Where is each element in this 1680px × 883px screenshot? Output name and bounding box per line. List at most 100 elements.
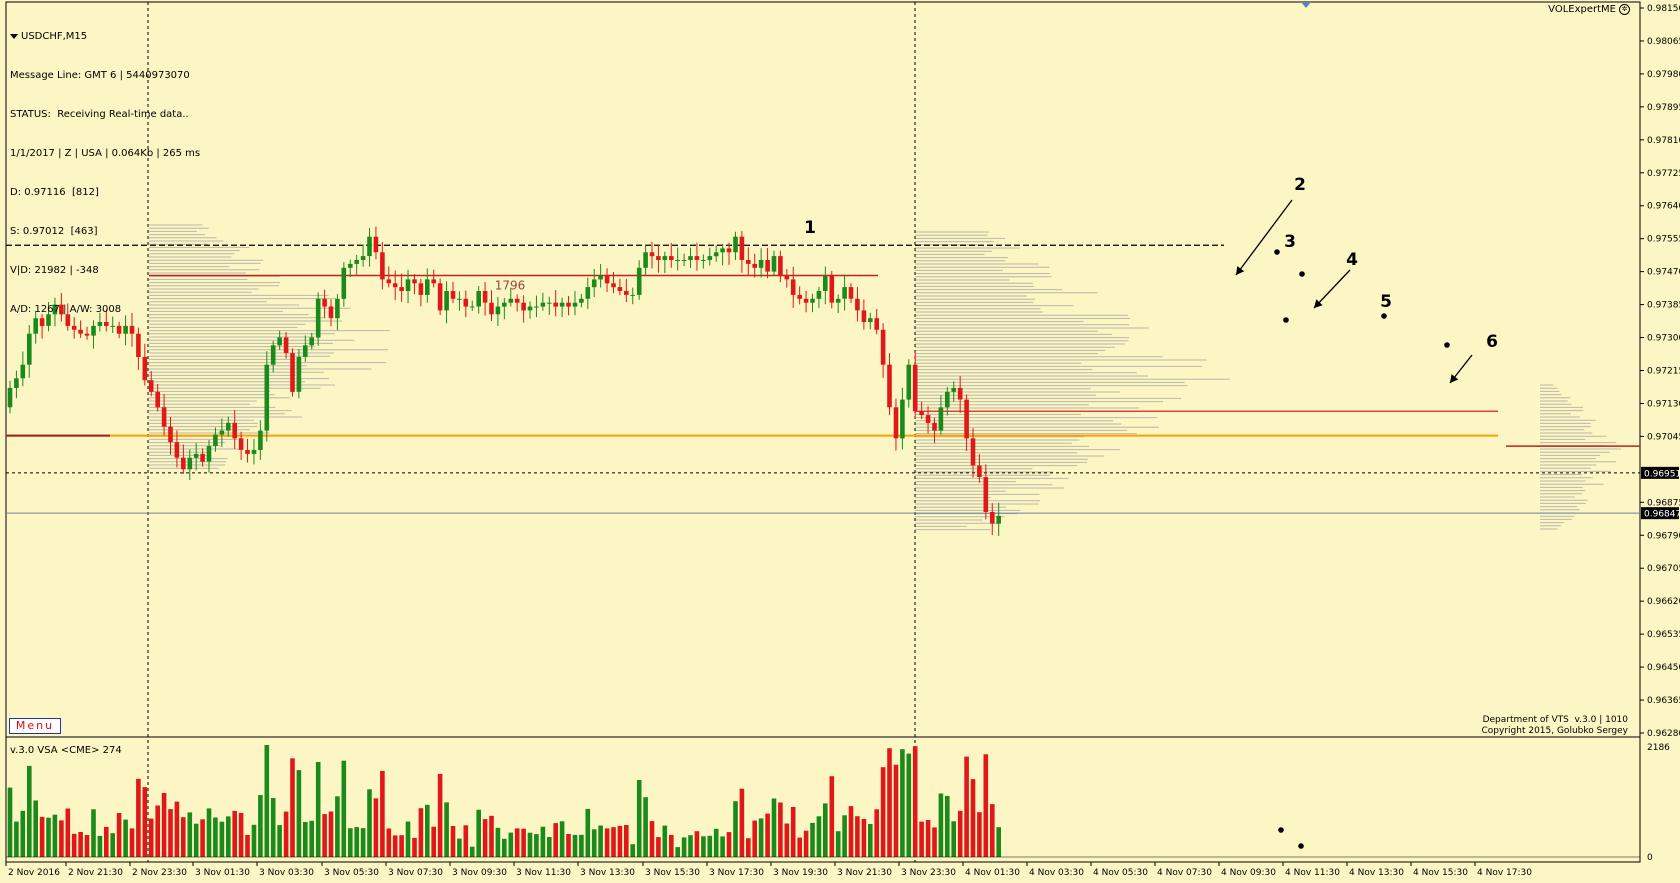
volume-bar bbox=[726, 832, 732, 857]
candle-body bbox=[457, 298, 462, 300]
volume-bar bbox=[399, 835, 404, 857]
candle-body bbox=[643, 252, 648, 268]
candle-body bbox=[617, 287, 623, 291]
volume-bar bbox=[200, 819, 205, 857]
arrow-head-icon bbox=[1314, 299, 1323, 308]
volume-bar bbox=[129, 828, 135, 857]
volume-bar bbox=[354, 827, 359, 857]
price-tick-label: 0.97725 bbox=[1647, 169, 1680, 179]
time-tick-label: 4 Nov 05:30 bbox=[1093, 868, 1148, 878]
volume-bar bbox=[630, 844, 635, 857]
volume-bar bbox=[193, 823, 199, 857]
time-tick-label: 4 Nov 01:30 bbox=[965, 868, 1020, 878]
volume-bar bbox=[386, 828, 392, 857]
time-tick-label: 4 Nov 09:30 bbox=[1221, 868, 1276, 878]
candle-body bbox=[386, 279, 392, 284]
time-tick-label: 2 Nov 2016 bbox=[8, 868, 60, 878]
dropdown-triangle-icon[interactable] bbox=[10, 34, 18, 39]
candle-body bbox=[868, 318, 873, 323]
candle-body bbox=[739, 236, 745, 260]
candle-body bbox=[123, 325, 128, 334]
symbol-title: USDCHF,M15 bbox=[10, 30, 200, 43]
candle-body bbox=[932, 422, 937, 431]
candle-body bbox=[258, 430, 263, 450]
time-tick-label: 3 Nov 11:30 bbox=[516, 868, 571, 878]
volume-bar bbox=[412, 837, 417, 857]
price-tick-label: 0.96535 bbox=[1647, 630, 1680, 640]
candle-body bbox=[328, 306, 334, 319]
price-tick-label: 0.97555 bbox=[1647, 235, 1680, 245]
volume-bar bbox=[328, 811, 334, 857]
candle-body bbox=[219, 430, 225, 435]
volume-bar bbox=[547, 837, 552, 857]
annotation-label-3: 3 bbox=[1284, 232, 1296, 252]
candle-body bbox=[270, 345, 276, 365]
volume-bar bbox=[174, 801, 180, 857]
candle-body bbox=[925, 415, 931, 423]
candle-body bbox=[534, 306, 539, 308]
volume-bar bbox=[784, 823, 790, 857]
volume-bar bbox=[990, 804, 995, 857]
volume-bar bbox=[675, 847, 680, 857]
arrow-head-icon bbox=[1236, 266, 1245, 275]
settings-gear-icon[interactable]: ✲ bbox=[1619, 4, 1630, 15]
candle-body bbox=[405, 279, 411, 291]
candle-body bbox=[829, 275, 835, 303]
candle-body bbox=[848, 287, 854, 299]
volume-bar bbox=[245, 834, 250, 857]
candle-body bbox=[116, 325, 122, 334]
candle-body bbox=[33, 318, 38, 334]
volume-bar bbox=[450, 826, 456, 857]
price-tick-label: 0.97215 bbox=[1647, 367, 1680, 377]
volume-bar bbox=[803, 830, 809, 857]
supply-line: S: 0.97012 [463] bbox=[10, 226, 98, 237]
volume-bar bbox=[848, 806, 854, 857]
shift-marker-icon[interactable] bbox=[1301, 2, 1311, 8]
candle-body bbox=[797, 294, 802, 299]
volume-layer bbox=[6, 745, 1640, 858]
time-tick-label: 4 Nov 13:30 bbox=[1349, 868, 1404, 878]
volume-bar bbox=[187, 812, 193, 857]
brand-label: VOLExpertME ✲ bbox=[1548, 4, 1630, 15]
volume-bar bbox=[566, 834, 571, 857]
annotation-arrow bbox=[1235, 199, 1293, 276]
volume-bar bbox=[104, 826, 109, 857]
candles-layer bbox=[7, 226, 1001, 536]
volume-bar bbox=[251, 824, 257, 857]
candle-body bbox=[181, 457, 186, 470]
time-tick-label: 3 Nov 07:30 bbox=[388, 868, 443, 878]
volume-bar bbox=[97, 835, 103, 857]
volume-bar bbox=[707, 835, 713, 857]
menu-button[interactable]: Menu bbox=[9, 718, 61, 734]
candle-body bbox=[887, 364, 892, 408]
candle-body bbox=[579, 298, 584, 303]
volume-bar bbox=[373, 798, 379, 857]
volume-bar bbox=[283, 811, 289, 857]
annotation-label-1: 1 bbox=[804, 218, 816, 238]
volume-bar bbox=[746, 838, 751, 857]
price-tick-label: 0.98065 bbox=[1647, 37, 1680, 47]
candle-body bbox=[264, 364, 270, 431]
candle-body bbox=[527, 306, 533, 311]
candle-body bbox=[604, 275, 610, 284]
candle-body bbox=[553, 302, 558, 307]
candle-body bbox=[59, 304, 64, 315]
candle-body bbox=[508, 298, 514, 303]
volume-axis-label: 2186 bbox=[1647, 743, 1670, 753]
candle-body bbox=[315, 298, 321, 338]
candle-body bbox=[951, 387, 956, 392]
candle-body bbox=[900, 399, 905, 439]
candle-body bbox=[675, 260, 680, 261]
candle-body bbox=[399, 287, 404, 291]
candle-body bbox=[129, 325, 135, 334]
volume-bar bbox=[912, 746, 918, 857]
volume-bar bbox=[155, 805, 160, 857]
annotation-label-2: 2 bbox=[1294, 175, 1306, 195]
volume-bar bbox=[335, 796, 340, 857]
volume-bar bbox=[553, 823, 558, 857]
candle-body bbox=[341, 267, 347, 299]
